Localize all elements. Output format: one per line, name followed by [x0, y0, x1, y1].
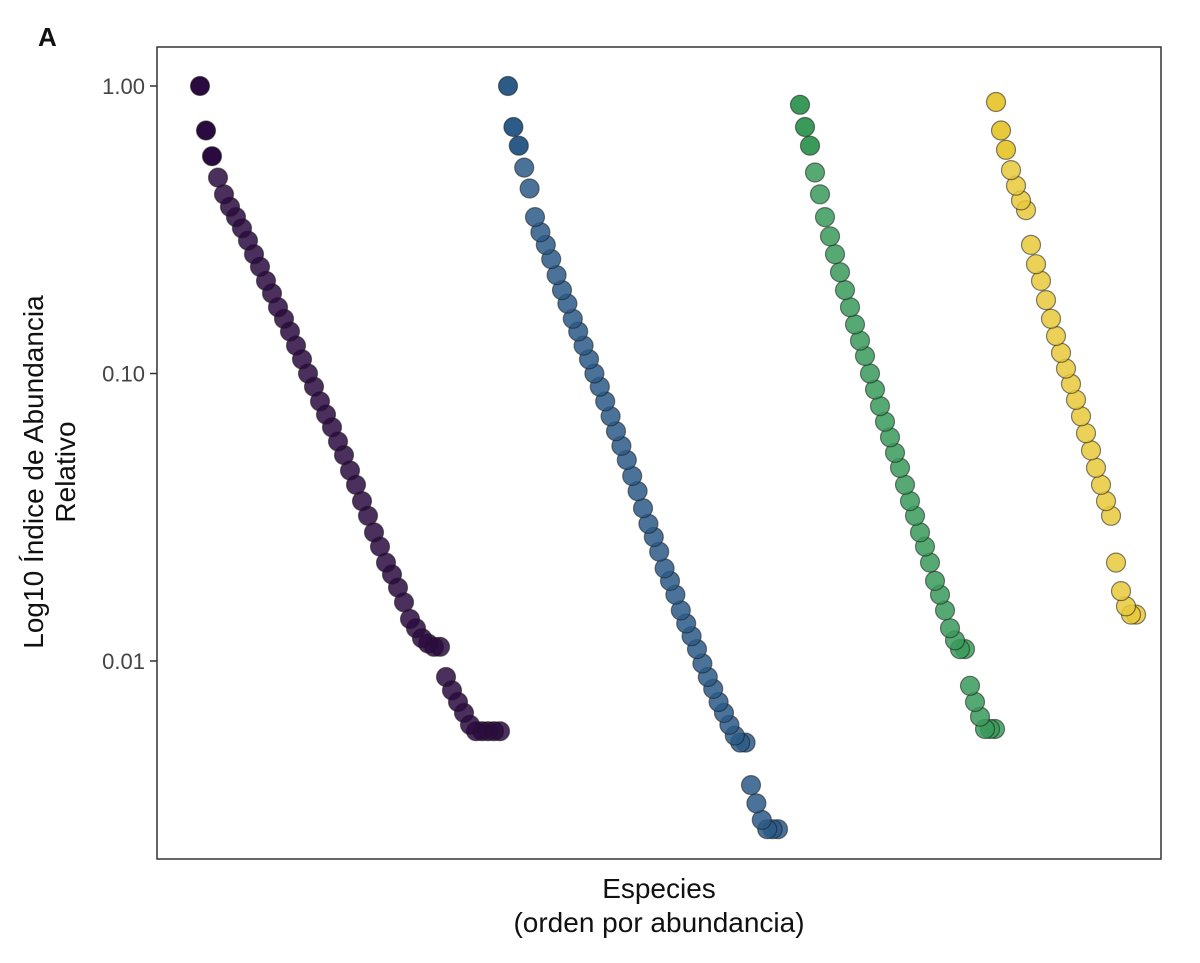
data-point [985, 91, 1007, 113]
data-point [1080, 440, 1102, 461]
data-point [519, 178, 540, 199]
data-point [1025, 254, 1047, 275]
data-point [959, 675, 981, 696]
data-point [789, 94, 811, 115]
data-point [794, 116, 816, 138]
data-point [632, 498, 654, 519]
y-axis-label: Log10 Índice de Abundancia Relativo [18, 295, 81, 649]
data-point [814, 207, 836, 228]
x-axis-title: Especies [602, 873, 716, 904]
data-point [839, 297, 861, 318]
data-point [435, 666, 457, 688]
data-point [809, 184, 831, 205]
data-point [1050, 342, 1072, 363]
data-point [1020, 234, 1042, 255]
data-point [894, 474, 916, 495]
data-point [819, 226, 841, 247]
data-point [503, 116, 524, 138]
series-1 [189, 75, 511, 742]
data-point [201, 146, 223, 167]
data-point [834, 280, 856, 301]
data-point [1040, 308, 1062, 329]
data-point [508, 135, 529, 156]
data-point [939, 618, 961, 639]
x-axis-subtitle: (orden por abundancia) [513, 907, 805, 938]
data-point [859, 363, 881, 384]
x-axis-label: Especies (orden por abundancia) [157, 872, 1161, 940]
data-point [1035, 290, 1057, 311]
data-point [1085, 457, 1107, 478]
data-point [514, 157, 535, 178]
data-point [654, 558, 675, 579]
series-2 [497, 75, 789, 840]
data-point [1045, 325, 1067, 347]
data-point [195, 120, 217, 141]
data-point [740, 774, 762, 796]
data-point [524, 207, 546, 228]
y-tick-label: 0.01 [102, 649, 145, 674]
data-point [1000, 160, 1022, 181]
series-3 [789, 94, 1006, 740]
data-point [1090, 474, 1112, 495]
data-point [1110, 580, 1132, 602]
data-point [924, 570, 946, 592]
series-4 [985, 91, 1147, 625]
data-point [1030, 270, 1052, 291]
data-point [804, 162, 826, 183]
data-point [990, 120, 1012, 141]
data-point [829, 262, 851, 283]
data-point [189, 75, 211, 97]
panel-label: A [38, 22, 57, 52]
data-point [1075, 423, 1097, 444]
data-points [189, 75, 1147, 840]
data-point [1105, 552, 1127, 573]
data-point [824, 244, 846, 265]
y-axis: 1.00 0.10 0.01 [102, 74, 157, 674]
data-point [995, 139, 1017, 160]
data-point [497, 75, 519, 97]
data-point [844, 314, 866, 335]
data-point [746, 793, 767, 814]
y-tick-label: 1.00 [102, 74, 145, 99]
data-point [207, 167, 229, 188]
y-tick-label: 0.10 [102, 362, 145, 387]
data-point [799, 135, 821, 156]
